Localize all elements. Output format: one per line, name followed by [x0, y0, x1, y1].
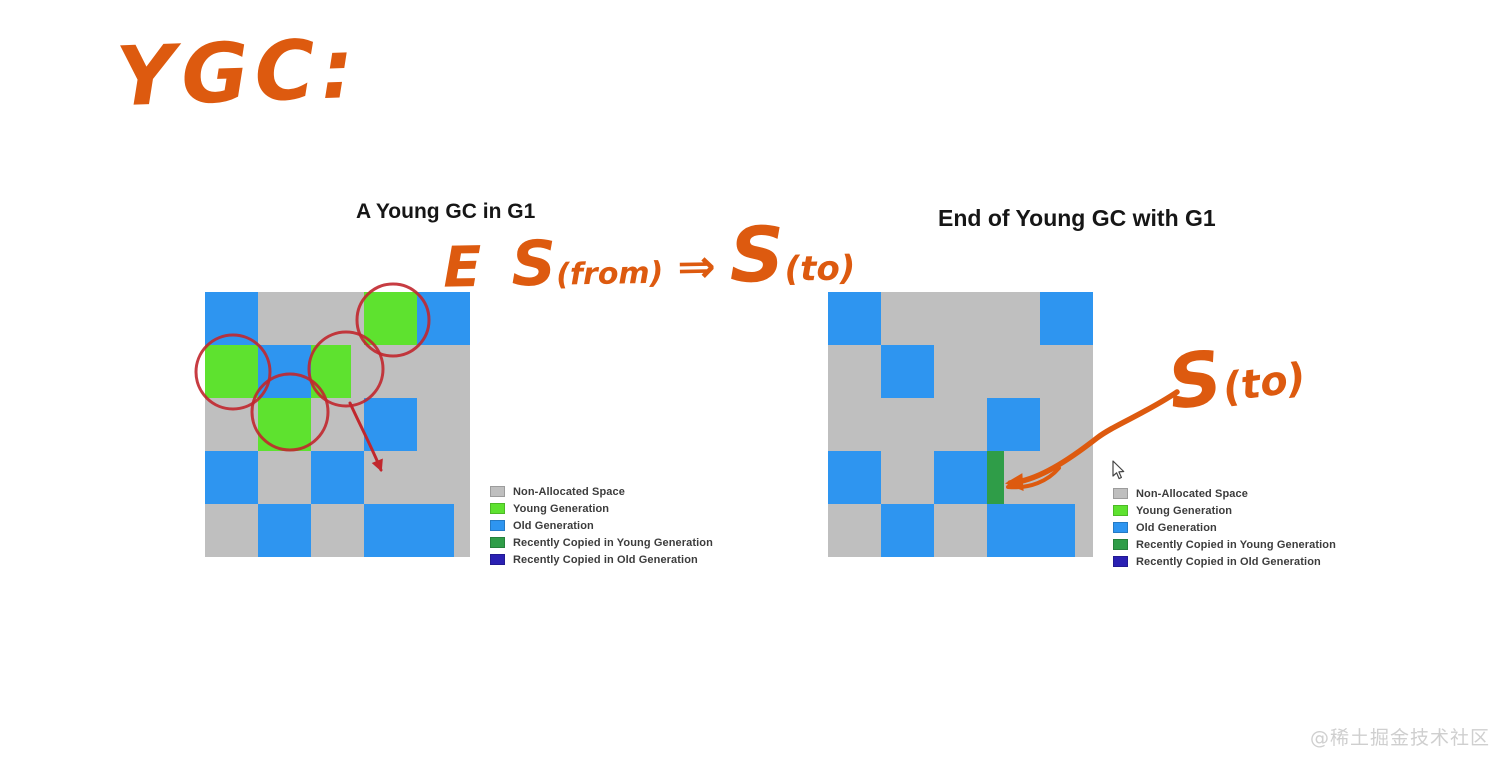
legend-swatch: [490, 554, 505, 565]
legend-swatch: [1113, 488, 1128, 499]
heap-region-old: [1040, 292, 1093, 345]
heap-region-young: [258, 398, 311, 451]
legend-item: Recently Copied in Old Generation: [490, 551, 713, 568]
heap-region-old: [828, 292, 881, 345]
heap-region-recent_young: [987, 451, 1004, 504]
legend-label: Non-Allocated Space: [1136, 487, 1248, 500]
survivor-to-label: S: [728, 209, 786, 300]
survivor-to-label: S: [1162, 334, 1228, 428]
left-diagram-title: A Young GC in G1: [356, 200, 536, 223]
legend-item: Recently Copied in Old Generation: [1113, 553, 1336, 570]
watermark: @稀土掘金技术社区: [1309, 727, 1490, 749]
legend-item: Old Generation: [1113, 519, 1336, 536]
eden-label: E: [442, 234, 482, 301]
legend-item: Recently Copied in Young Generation: [1113, 536, 1336, 553]
implies-arrow-glyph: ⇒: [676, 238, 717, 294]
ygc-heading-annotation: YGC:: [114, 21, 362, 126]
survivor-from-label: S: [510, 226, 557, 301]
mouse-cursor-icon: [1112, 460, 1125, 480]
survivor-to-annotation: S (to): [1163, 323, 1310, 427]
heap-region-old: [364, 504, 455, 557]
legend-label: Recently Copied in Young Generation: [513, 536, 713, 549]
heap-region-young: [205, 345, 258, 398]
heap-region-old: [364, 398, 417, 451]
legend-item: Non-Allocated Space: [1113, 485, 1336, 502]
heap-region-old: [258, 345, 311, 398]
right-legend: Non-Allocated Space Young Generation Old G…: [1113, 485, 1336, 570]
heap-region-old: [987, 398, 1040, 451]
heap-region-old: [881, 504, 934, 557]
legend-swatch: [1113, 522, 1128, 533]
heap-region-young: [311, 345, 351, 398]
legend-label: Recently Copied in Young Generation: [1136, 538, 1336, 551]
left-legend: Non-Allocated Space Young Generation Old G…: [490, 483, 713, 568]
survivor-to-sub: (to): [784, 248, 856, 290]
legend-item: Old Generation: [490, 517, 713, 534]
legend-label: Non-Allocated Space: [513, 485, 625, 498]
legend-label: Old Generation: [513, 519, 594, 532]
survivor-from-sub: (from): [555, 255, 664, 293]
legend-label: Young Generation: [1136, 504, 1233, 517]
heap-region-old: [205, 451, 258, 504]
heap-region-old: [934, 451, 987, 504]
legend-label: Recently Copied in Old Generation: [1136, 555, 1321, 568]
legend-label: Old Generation: [1136, 521, 1217, 534]
heap-region-old: [828, 451, 881, 504]
heap-region-old: [205, 292, 258, 345]
heap-region-old: [881, 345, 934, 398]
heap-region-old: [987, 504, 1075, 557]
heap-region-old: [311, 451, 364, 504]
legend-swatch: [490, 520, 505, 531]
right-diagram-title: End of Young GC with G1: [938, 205, 1216, 231]
legend-swatch: [1113, 539, 1128, 550]
legend-item: Young Generation: [1113, 502, 1336, 519]
legend-swatch: [490, 486, 505, 497]
left-heap-grid: [205, 292, 470, 557]
legend-swatch: [490, 503, 505, 514]
legend-swatch: [490, 537, 505, 548]
legend-swatch: [1113, 556, 1128, 567]
legend-item: Non-Allocated Space: [490, 483, 713, 500]
survivor-to-sub: (to): [1219, 354, 1309, 412]
legend-item: Recently Copied in Young Generation: [490, 534, 713, 551]
legend-swatch: [1113, 505, 1128, 516]
legend-item: Young Generation: [490, 500, 713, 517]
right-heap-grid: [828, 292, 1093, 557]
heap-region-young: [364, 292, 417, 345]
legend-label: Recently Copied in Old Generation: [513, 553, 698, 566]
legend-label: Young Generation: [513, 502, 610, 515]
heap-region-old: [258, 504, 311, 557]
survivor-transition-annotation: E S (from) ⇒ S (to): [442, 208, 856, 304]
